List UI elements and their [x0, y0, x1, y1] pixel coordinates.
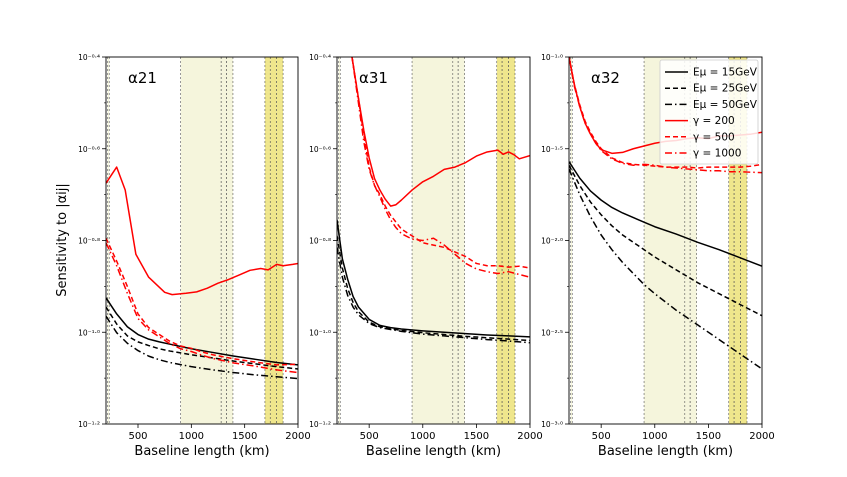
x-tick-label: 1500: [232, 431, 257, 442]
dark-band: [728, 57, 735, 424]
panel-label: α21: [128, 69, 157, 87]
x-tick-label: 500: [128, 431, 147, 442]
series-lines: [337, 57, 530, 344]
dark-band: [502, 57, 509, 424]
series-line: [337, 235, 530, 342]
series-line: [106, 237, 298, 366]
y-tick-label: 10⁻⁰·⁴: [309, 53, 331, 62]
light-band: [180, 57, 222, 424]
dark-band: [276, 57, 284, 424]
chart-panels: 500 1000 1500 2000 10⁻¹·² 10⁻¹·⁰ 10⁻⁰·⁸ 10⁻⁰·⁶ 1…: [78, 53, 775, 459]
y-tick-label: 10⁻¹·²: [78, 420, 100, 429]
light-band: [226, 57, 233, 424]
x-axis-label: Baseline length (km): [366, 444, 501, 459]
x-tick-label: 2000: [285, 431, 310, 442]
series-line: [569, 161, 762, 267]
series-line: [106, 315, 298, 380]
legend-box: [659, 59, 759, 165]
series-line: [569, 57, 762, 169]
series-line: [569, 168, 762, 370]
panel-label: α32: [591, 69, 620, 87]
x-tick-label: 1000: [410, 431, 435, 442]
y-tick-label: 10⁻¹·⁰: [309, 328, 331, 337]
y-tick-label: 10⁻⁰·⁸: [309, 237, 331, 246]
series-line: [569, 164, 762, 317]
light-band: [452, 57, 459, 424]
x-tick-label: 500: [592, 431, 611, 442]
legend-label: Eμ = 50GeV: [693, 99, 758, 111]
x-tick-label: 500: [360, 431, 379, 442]
y-tick-label: 10⁻⁰·⁴: [78, 53, 100, 62]
y-tick-label: 10⁻¹·²: [309, 420, 331, 429]
y-tick-label: 10⁻⁰·⁸: [78, 237, 100, 246]
series-line: [106, 242, 298, 374]
light-band: [107, 57, 110, 424]
baseline-bands: [338, 57, 516, 424]
x-axis-label: Baseline length (km): [598, 444, 733, 459]
chart-panel: 500 1000 1500 2000 10⁻¹·² 10⁻¹·⁰ 10⁻⁰·⁸ 10⁻⁰·⁶ 1…: [309, 53, 543, 459]
x-tick-label: 2000: [517, 431, 542, 442]
dark-band: [508, 57, 515, 424]
x-tick-label: 2000: [749, 431, 774, 442]
light-band: [221, 57, 227, 424]
y-tick-label: 10⁻¹·⁰: [78, 328, 100, 337]
chart-panel: 500 1000 1500 2000 10⁻¹·² 10⁻¹·⁰ 10⁻⁰·⁸ 10⁻⁰·⁶ 1…: [78, 53, 311, 459]
legend-label: γ = 500: [693, 131, 735, 143]
dark-band: [740, 57, 747, 424]
figure-ylabel: Sensitivity to |αij|: [55, 183, 70, 297]
y-tick-label: 10⁻⁰·⁶: [78, 145, 100, 154]
legend-label: γ = 200: [693, 115, 735, 127]
legend: Eμ = 15GeV Eμ = 25GeV Eμ = 50GeV γ = 200 γ =…: [659, 59, 759, 165]
dark-band: [264, 57, 271, 424]
legend-label: Eμ = 15GeV: [693, 67, 758, 79]
dark-band: [270, 57, 277, 424]
light-band: [458, 57, 465, 424]
y-tick-label: 10⁻²·⁵: [541, 328, 563, 337]
chart-panel: 500 1000 1500 2000 10⁻³·⁰ 10⁻²·⁵ 10⁻²·⁰ 10⁻¹·⁵ 1…: [541, 53, 775, 459]
y-tick-label: 10⁻¹·⁵: [541, 145, 563, 154]
series-line: [106, 297, 298, 366]
x-tick-label: 1500: [464, 431, 489, 442]
series-line: [106, 166, 298, 296]
dark-band: [496, 57, 503, 424]
dark-band: [734, 57, 741, 424]
panel-label: α31: [359, 69, 388, 87]
x-tick-label: 1000: [179, 431, 204, 442]
series-line: [351, 57, 530, 278]
y-tick-label: 10⁻¹·⁰: [541, 53, 563, 62]
y-tick-label: 10⁻³·⁰: [541, 420, 563, 429]
y-tick-label: 10⁻⁰·⁶: [309, 145, 331, 154]
series-line: [337, 247, 530, 344]
light-band: [684, 57, 691, 424]
x-tick-label: 1500: [696, 431, 721, 442]
series-line: [351, 57, 530, 207]
legend-label: Eμ = 25GeV: [693, 83, 758, 95]
legend-label: γ = 1000: [693, 148, 741, 160]
series-lines: [106, 166, 298, 380]
series-line: [106, 306, 298, 370]
series-line: [337, 219, 530, 338]
y-tick-label: 10⁻²·⁰: [541, 237, 563, 246]
x-tick-label: 1000: [642, 431, 667, 442]
light-band: [570, 57, 573, 424]
series-line: [569, 57, 762, 174]
x-axis-label: Baseline length (km): [134, 444, 269, 459]
